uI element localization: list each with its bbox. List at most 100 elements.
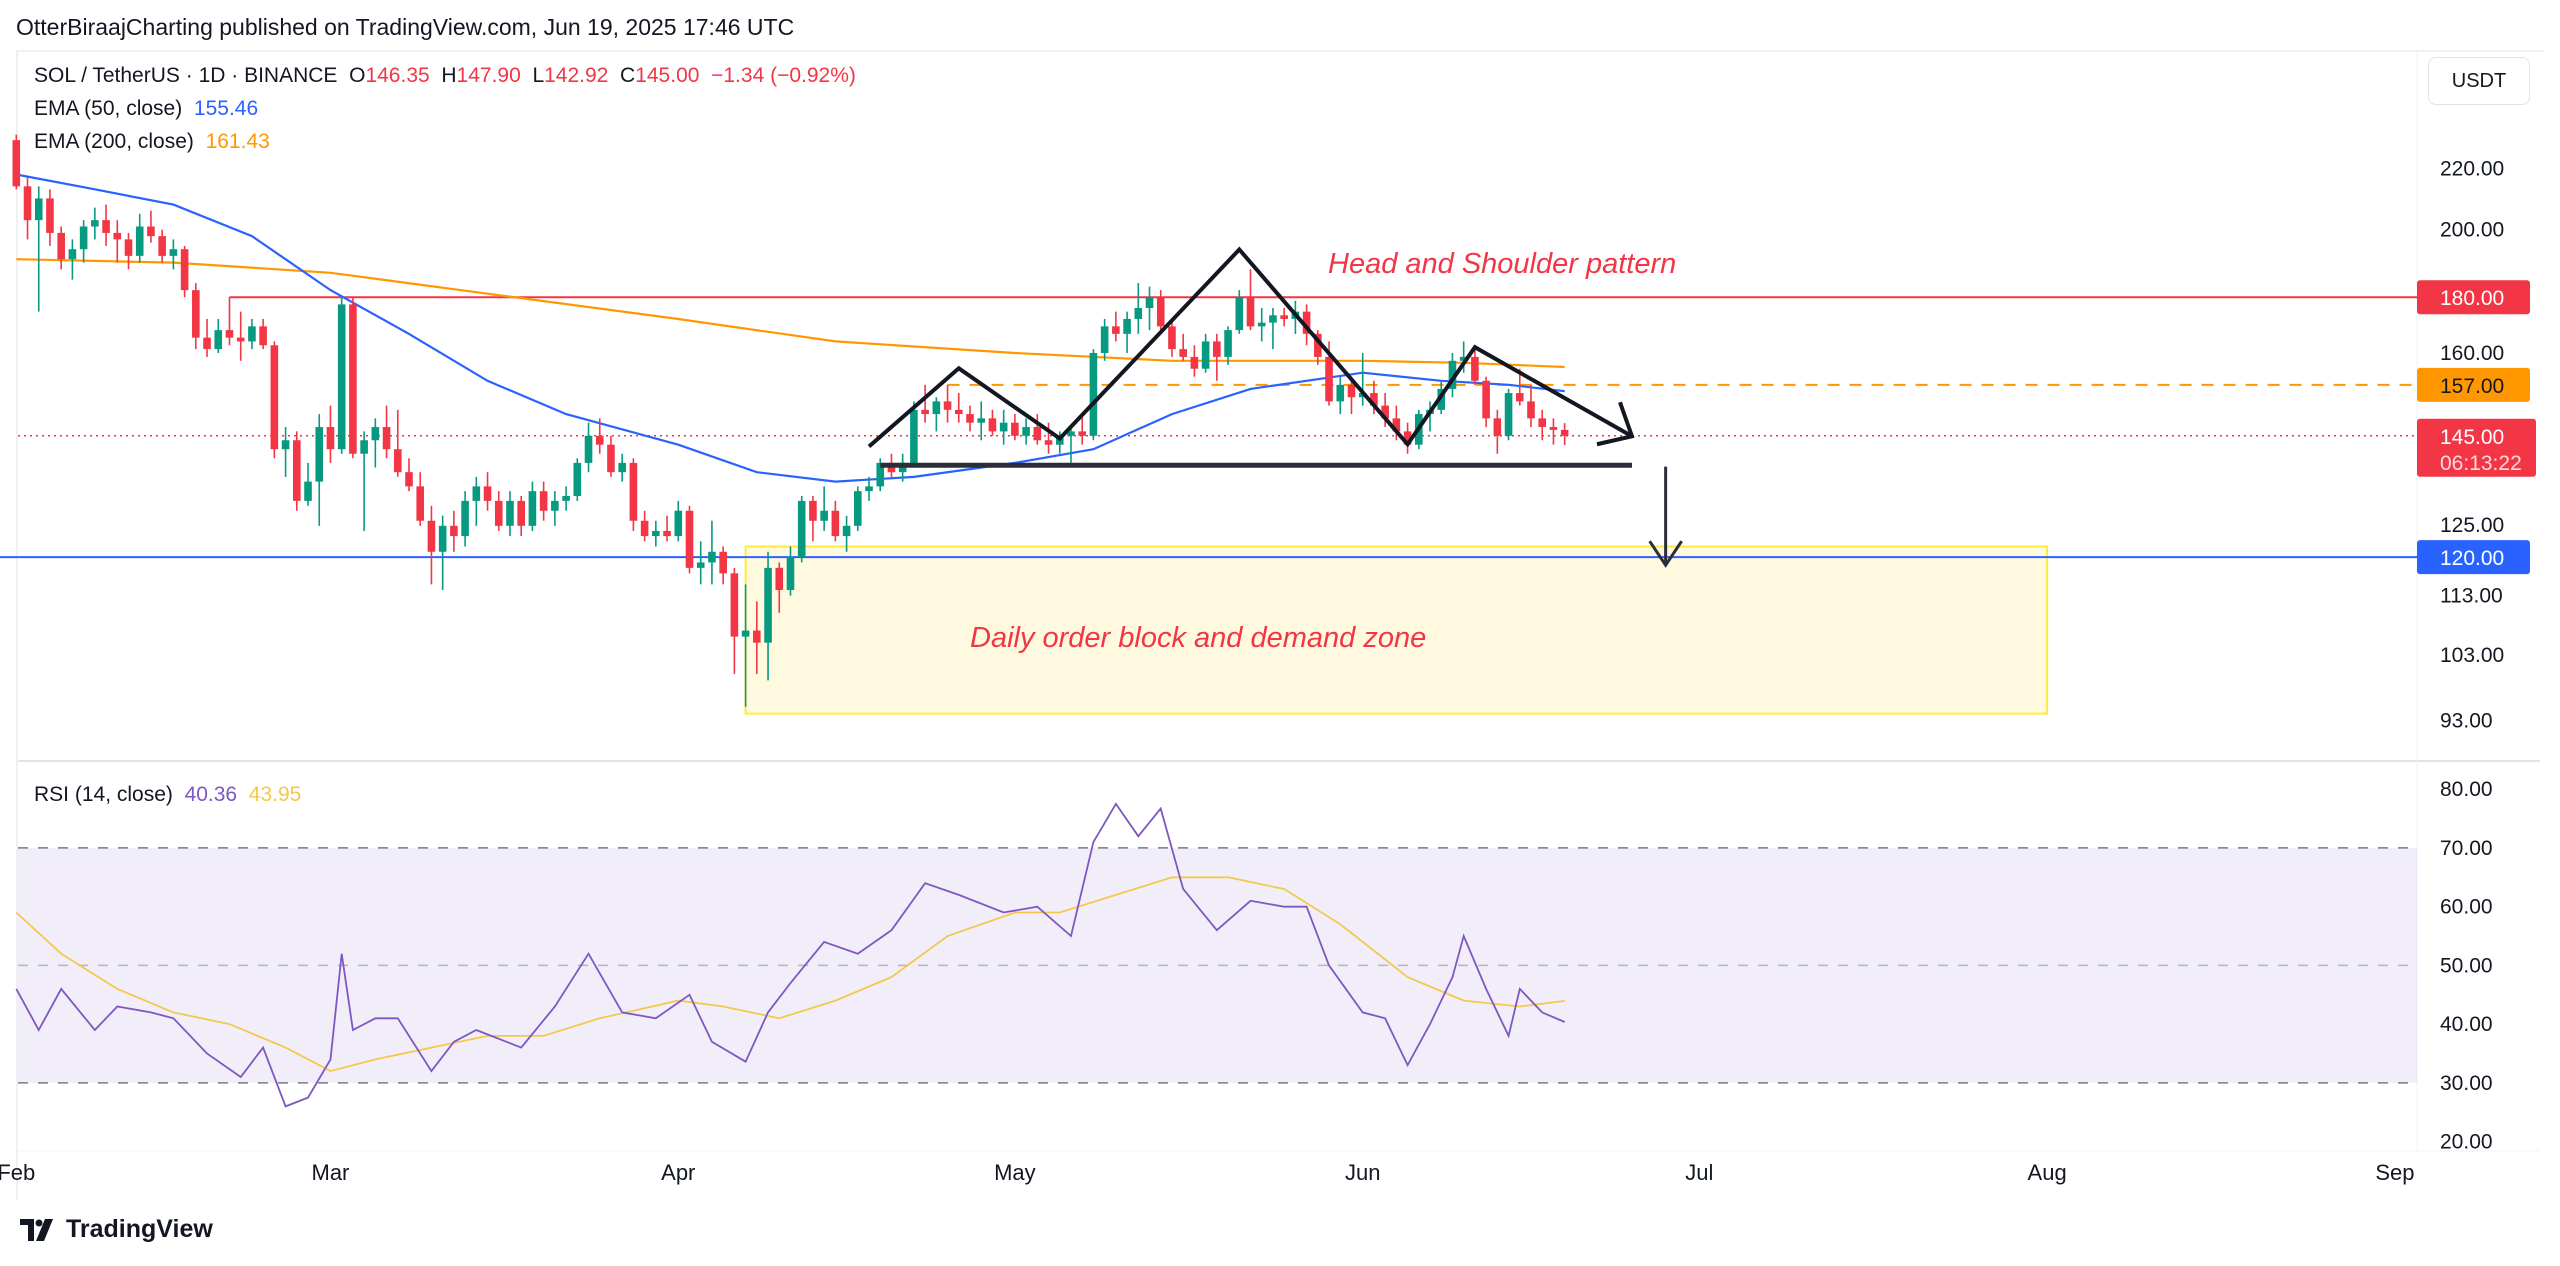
ema200-line[interactable] xyxy=(16,258,1565,369)
candle-body[interactable] xyxy=(876,462,885,487)
candle-body[interactable] xyxy=(607,444,615,473)
candle-body[interactable] xyxy=(696,562,705,568)
candle-body[interactable] xyxy=(1235,297,1244,331)
tradingview-logo[interactable]: TradingView xyxy=(20,1215,213,1244)
candle-body[interactable] xyxy=(1459,356,1468,361)
candle-body[interactable] xyxy=(135,226,144,256)
candle-body[interactable] xyxy=(954,409,963,415)
ema200-legend[interactable]: EMA (200, close) 161.43 xyxy=(34,130,270,154)
symbol-name[interactable]: SOL / TetherUS · 1D · BINANCE xyxy=(34,64,338,87)
candle-body[interactable] xyxy=(910,409,918,463)
candle-body[interactable] xyxy=(809,500,817,521)
candle-body[interactable] xyxy=(1504,393,1513,436)
candle-body[interactable] xyxy=(1482,380,1490,419)
candle-body[interactable] xyxy=(1044,440,1053,445)
candle-body[interactable] xyxy=(629,462,638,521)
candle-body[interactable] xyxy=(663,530,671,537)
candle-body[interactable] xyxy=(865,486,873,492)
candle-body[interactable] xyxy=(506,500,514,526)
candle-body[interactable] xyxy=(326,427,335,450)
candle-body[interactable] xyxy=(158,236,166,256)
rsi-legend[interactable]: RSI (14, close) 40.36 43.95 xyxy=(34,783,301,807)
candle-body[interactable] xyxy=(764,567,772,643)
candle-body[interactable] xyxy=(988,418,997,432)
candle-body[interactable] xyxy=(842,525,851,537)
candle-body[interactable] xyxy=(528,491,537,526)
candle-body[interactable] xyxy=(270,345,279,450)
candle-body[interactable] xyxy=(1314,333,1322,357)
candle-body[interactable] xyxy=(618,462,626,473)
rsi-ma-line[interactable] xyxy=(15,876,1565,1073)
candle-body[interactable] xyxy=(551,500,559,511)
candle-body[interactable] xyxy=(1246,297,1255,327)
candle-body[interactable] xyxy=(708,551,716,563)
candle-body[interactable] xyxy=(797,500,806,558)
candle-body[interactable] xyxy=(1123,318,1131,334)
candle-body[interactable] xyxy=(1134,307,1143,319)
candle-body[interactable] xyxy=(438,525,447,552)
candle-body[interactable] xyxy=(1224,330,1232,357)
candle-body[interactable] xyxy=(1302,311,1311,334)
candle-body[interactable] xyxy=(46,198,54,233)
candle-body[interactable] xyxy=(562,496,570,501)
head-shoulder-pattern-line[interactable] xyxy=(867,246,1633,449)
candle-body[interactable] xyxy=(1269,315,1277,323)
candle-body[interactable] xyxy=(1549,427,1558,430)
candle-body[interactable] xyxy=(102,220,110,233)
candle-body[interactable] xyxy=(1179,349,1187,357)
candle-body[interactable] xyxy=(1280,315,1288,319)
candle-body[interactable] xyxy=(539,491,548,511)
candle-body[interactable] xyxy=(68,249,77,260)
candle-body[interactable] xyxy=(79,226,88,250)
candle-body[interactable] xyxy=(180,249,189,291)
candle-body[interactable] xyxy=(113,232,122,240)
candle-body[interactable] xyxy=(1336,384,1345,402)
candle-body[interactable] xyxy=(382,427,391,450)
candle-body[interactable] xyxy=(966,414,974,423)
candle-body[interactable] xyxy=(1381,405,1389,419)
candle-body[interactable] xyxy=(450,525,458,537)
candle-body[interactable] xyxy=(371,427,380,441)
candle-body[interactable] xyxy=(595,435,604,445)
candle-body[interactable] xyxy=(730,573,739,637)
candle-body[interactable] xyxy=(1257,322,1266,327)
candle-body[interactable] xyxy=(1100,326,1109,353)
candle-body[interactable] xyxy=(360,440,368,454)
candle-body[interactable] xyxy=(483,486,492,501)
candle-body[interactable] xyxy=(652,530,660,537)
candle-body[interactable] xyxy=(517,500,525,526)
candle-body[interactable] xyxy=(719,551,727,574)
candle-body[interactable] xyxy=(943,401,952,410)
candle-body[interactable] xyxy=(854,491,862,526)
candle-body[interactable] xyxy=(1325,356,1333,402)
candle-body[interactable] xyxy=(1190,356,1199,369)
candle-body[interactable] xyxy=(1403,431,1412,445)
candle-body[interactable] xyxy=(349,304,357,454)
candle-body[interactable] xyxy=(12,140,21,187)
candle-body[interactable] xyxy=(1033,427,1042,441)
candle-body[interactable] xyxy=(1370,393,1378,406)
candle-body[interactable] xyxy=(1022,427,1030,436)
candle-body[interactable] xyxy=(1347,384,1356,398)
candle-body[interactable] xyxy=(236,337,245,342)
candle-body[interactable] xyxy=(685,510,694,568)
candle-body[interactable] xyxy=(427,520,436,552)
candle-body[interactable] xyxy=(977,418,986,423)
candle-body[interactable] xyxy=(1392,418,1401,432)
candle-body[interactable] xyxy=(416,486,425,521)
candle-body[interactable] xyxy=(1201,341,1210,369)
candle-body[interactable] xyxy=(1156,297,1165,327)
candle-body[interactable] xyxy=(315,427,324,482)
candle-body[interactable] xyxy=(293,440,301,501)
candle-body[interactable] xyxy=(1112,326,1120,334)
candle-body[interactable] xyxy=(1448,360,1457,389)
candle-body[interactable] xyxy=(753,630,761,643)
candle-body[interactable] xyxy=(1437,388,1446,410)
candle-body[interactable] xyxy=(494,500,503,526)
candle-body[interactable] xyxy=(203,337,211,350)
candle-body[interactable] xyxy=(1078,431,1086,436)
candle-body[interactable] xyxy=(1493,418,1502,436)
price-label-badge[interactable] xyxy=(2417,540,2530,575)
candle-body[interactable] xyxy=(1213,341,1221,357)
